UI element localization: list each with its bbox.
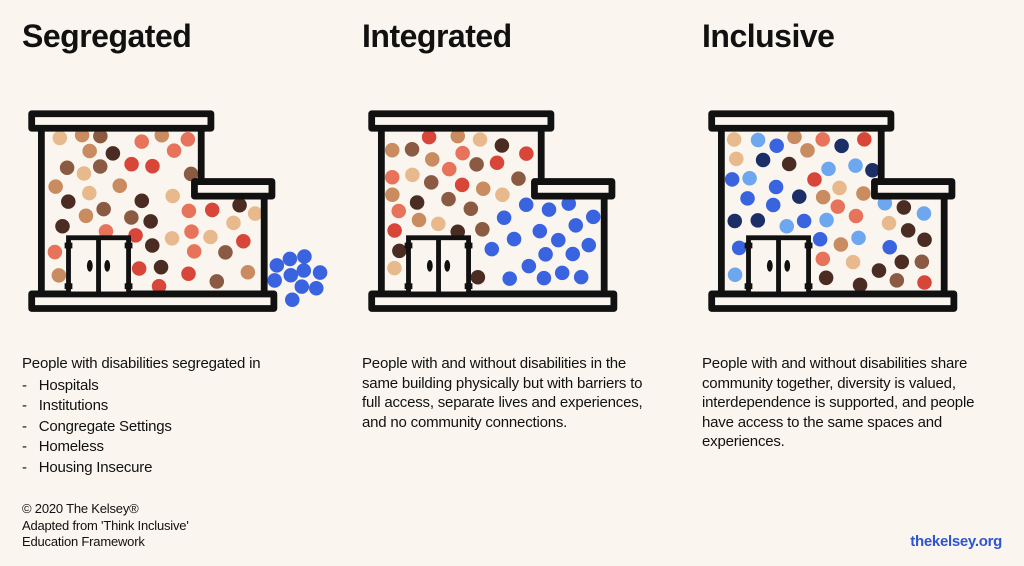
illustration-integrated bbox=[362, 69, 672, 329]
desc-segregated: People with disabilities segregated in H… bbox=[22, 354, 322, 477]
illustration-inclusive bbox=[702, 69, 1012, 329]
title-inclusive: Inclusive bbox=[702, 18, 1012, 55]
footer-line: Adapted from 'Think Inclusive' bbox=[22, 518, 189, 534]
column-segregated: Segregated People with disabilities segr… bbox=[22, 18, 332, 478]
desc-item: Homeless bbox=[22, 437, 322, 457]
footer-url: thekelsey.org bbox=[910, 533, 1002, 550]
columns-container: Segregated People with disabilities segr… bbox=[0, 0, 1024, 478]
column-integrated: Integrated People with and without disab… bbox=[362, 18, 672, 478]
footer-line: © 2020 The Kelsey® bbox=[22, 501, 189, 517]
desc-item: Institutions bbox=[22, 396, 322, 416]
footer-line: Education Framework bbox=[22, 534, 189, 550]
desc-lead: People with disabilities segregated in bbox=[22, 354, 322, 374]
desc-inclusive: People with and without disabilities sha… bbox=[702, 354, 1002, 452]
title-integrated: Integrated bbox=[362, 18, 672, 55]
desc-item: Congregate Settings bbox=[22, 417, 322, 437]
desc-list: Hospitals Institutions Congregate Settin… bbox=[22, 376, 322, 478]
desc-item: Hospitals bbox=[22, 376, 322, 396]
illustration-segregated bbox=[22, 69, 332, 329]
column-inclusive: Inclusive People with and without disabi… bbox=[702, 18, 1012, 478]
desc-item: Housing Insecure bbox=[22, 458, 322, 478]
desc-integrated: People with and without disabilities in … bbox=[362, 354, 662, 432]
title-segregated: Segregated bbox=[22, 18, 332, 55]
footer-attribution: © 2020 The Kelsey® Adapted from 'Think I… bbox=[22, 501, 189, 550]
